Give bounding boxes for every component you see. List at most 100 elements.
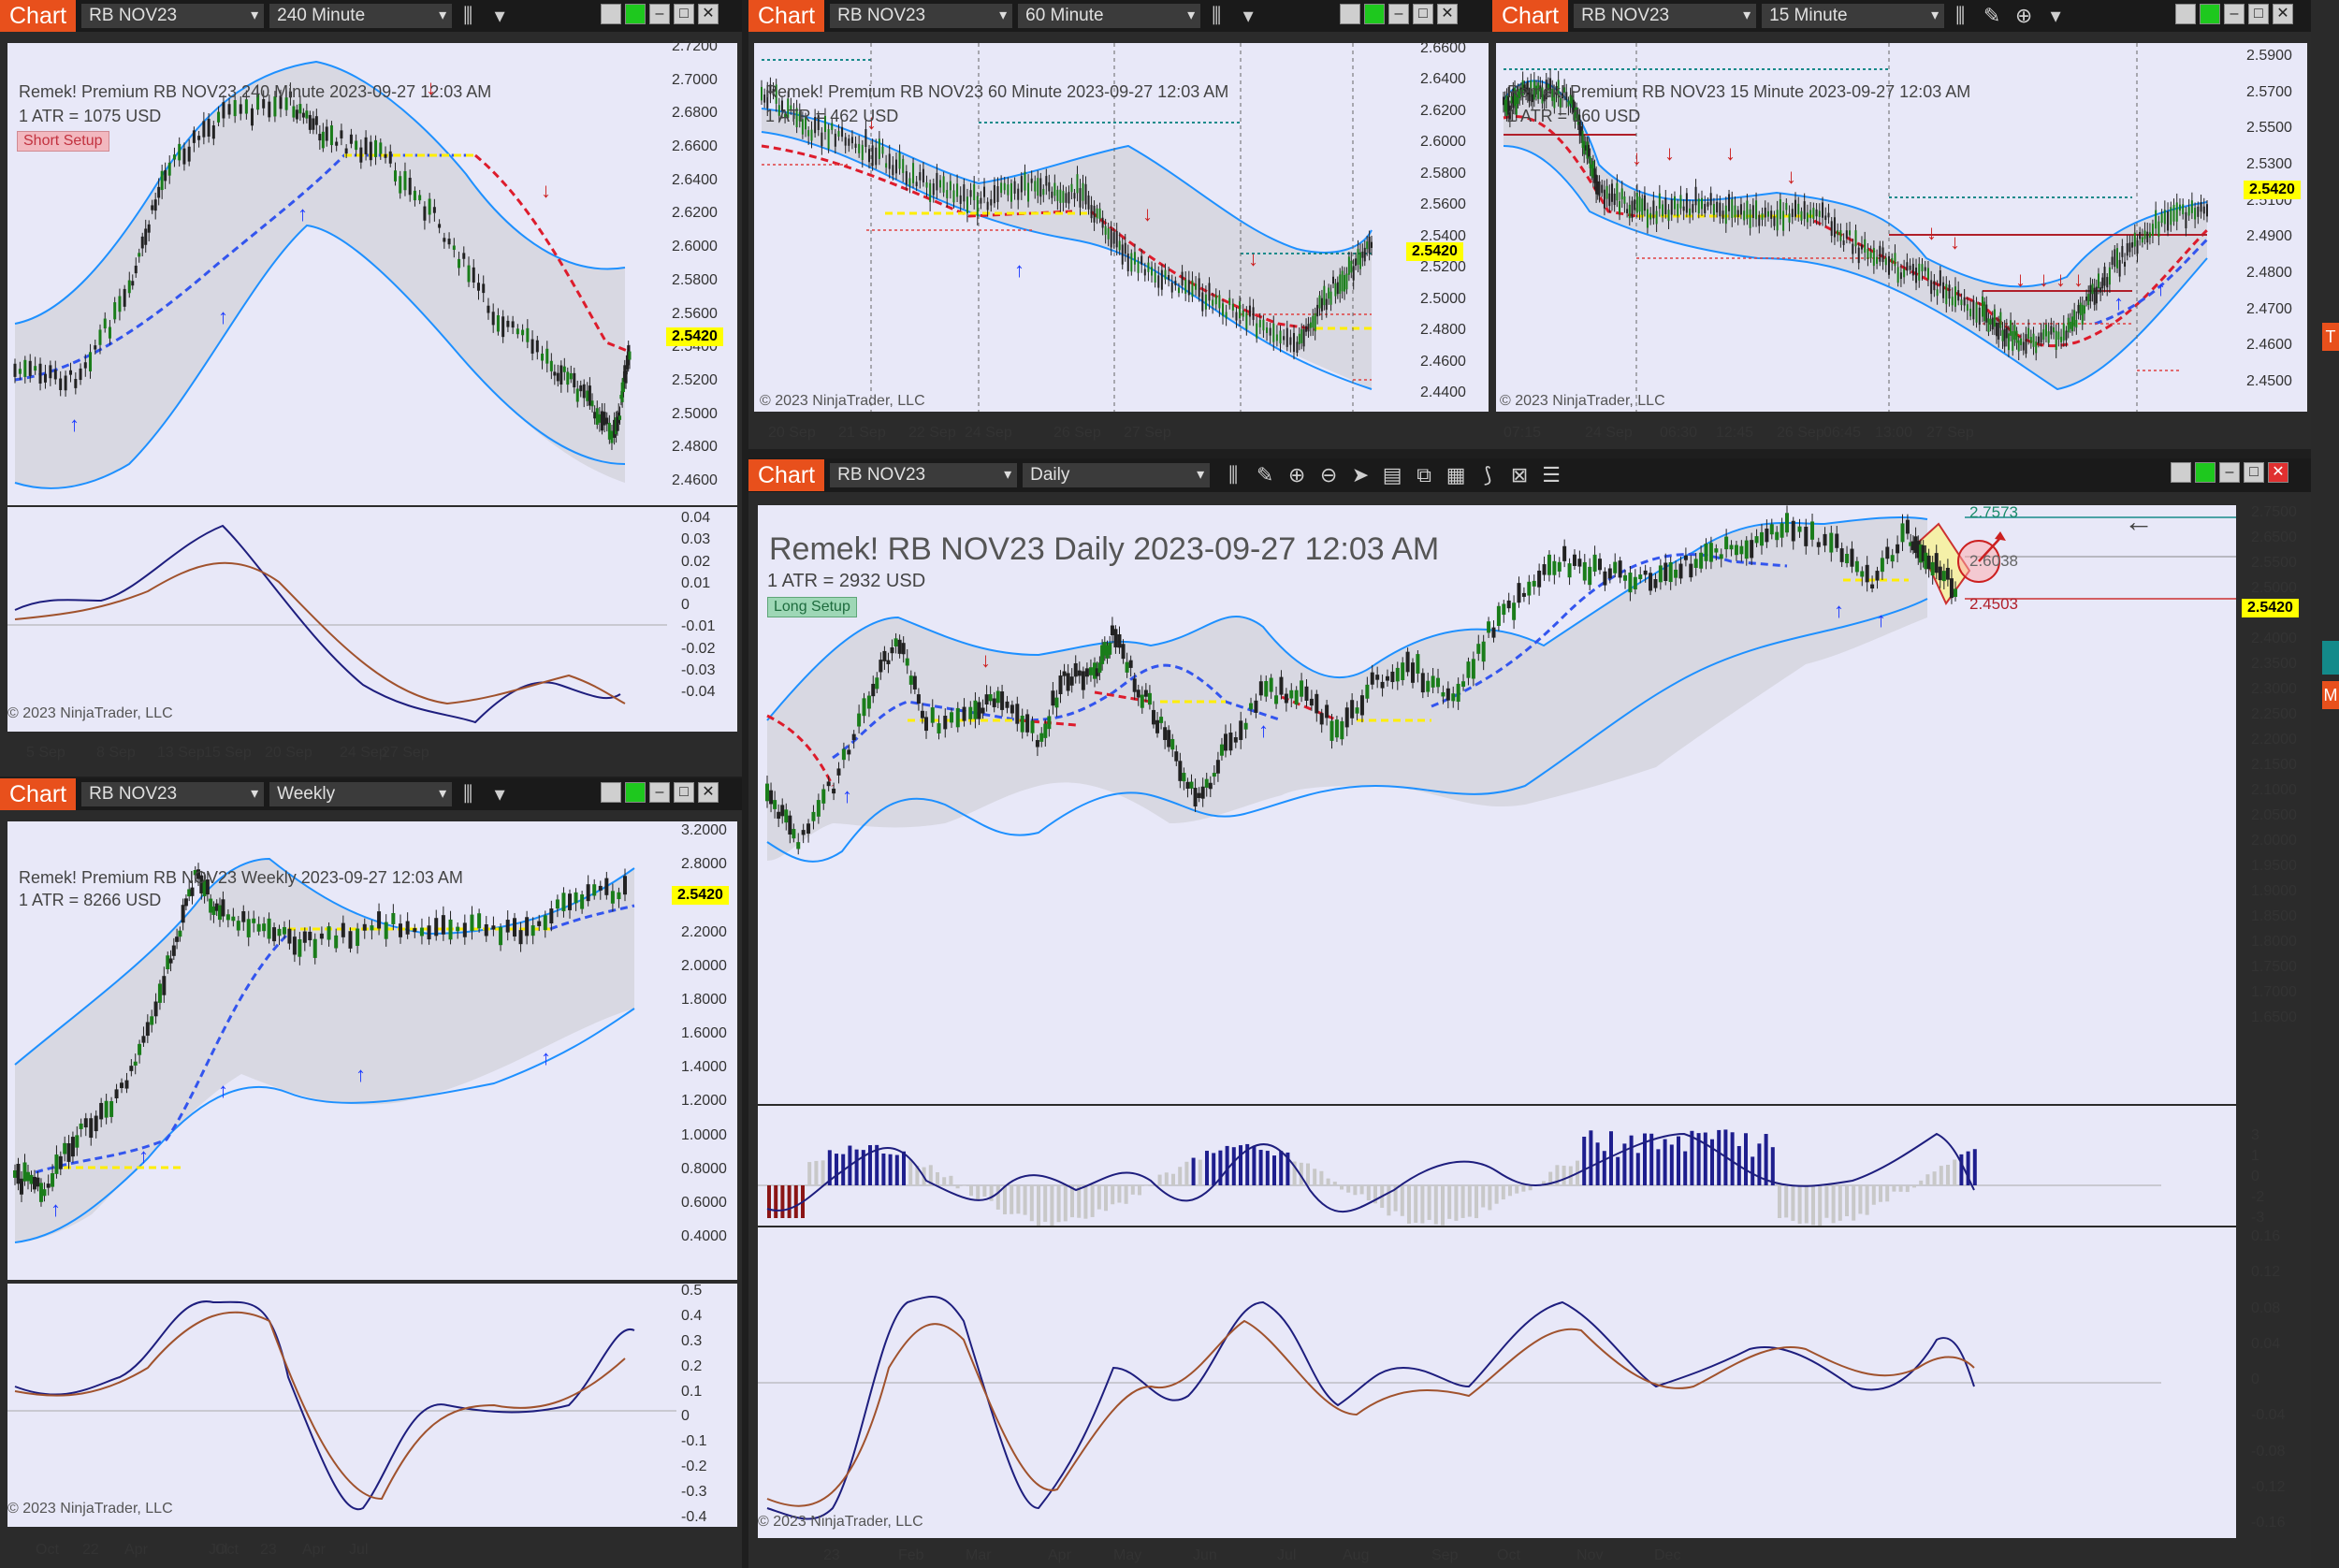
interval-selector[interactable]: Daily ▾ xyxy=(1023,463,1211,487)
toolbar-overflow-icon[interactable]: ▾ xyxy=(494,782,505,806)
link-green-icon[interactable] xyxy=(2200,4,2220,24)
histogram-bar xyxy=(1245,1143,1250,1185)
histogram-axis[interactable]: 3 1 0 -2 -3 xyxy=(2245,1106,2311,1226)
price-pane[interactable]: ↑ ↑ ↑ ↑ ↑ Remek! Premium RB NOV23 Weekly… xyxy=(7,821,737,1280)
instrument-selector[interactable]: RB NOV23 ▾ xyxy=(81,782,265,806)
chart-menu-button[interactable]: Chart xyxy=(748,0,825,32)
price-axis[interactable]: 2.7200 2.7000 2.6800 2.6600 2.6400 2.6200 2.60… xyxy=(666,38,741,505)
maximize-icon[interactable]: □ xyxy=(674,782,694,803)
minimize-icon[interactable]: – xyxy=(2224,4,2245,24)
pointer-icon[interactable]: ➤ xyxy=(1351,463,1370,486)
toolbar-overflow-icon[interactable]: ▾ xyxy=(494,4,505,27)
zoom-in-icon[interactable]: ⊕ xyxy=(2014,4,2033,27)
oscillator-pane[interactable]: © 2023 NinjaTrader, LLC xyxy=(7,507,737,732)
time-axis[interactable]: 23 Feb Mar Apr May Jun Jul Aug Sep Oct Nov Dec xyxy=(758,1544,2236,1568)
candle-body xyxy=(930,707,935,723)
draw-tool-icon[interactable]: ✎ xyxy=(1256,463,1274,486)
time-axis[interactable]: 07:15 24 Sep 06:30 12:45 26 Sep 06:45 13:00 27 … xyxy=(1496,421,2245,447)
toolbar-overflow-icon[interactable]: ▾ xyxy=(2050,4,2061,27)
price-axis[interactable]: 2.5900 2.5700 2.5500 2.5300 2.5100 2.4900 2.48… xyxy=(2241,43,2311,412)
maximize-icon[interactable]: □ xyxy=(2244,462,2264,483)
draw-tool-icon[interactable]: ✎ xyxy=(1983,4,2001,27)
toolbar-overflow-icon[interactable]: ▾ xyxy=(1242,4,1254,27)
price-pane[interactable]: ↑ ↑ ↑ ↓ ↓ Remek! Premium RB NOV23 240 Mi… xyxy=(7,43,737,505)
candle-body xyxy=(1231,303,1234,311)
price-axis[interactable]: 2.6600 2.6400 2.6200 2.6000 2.5800 2.5600 2.54… xyxy=(1415,40,1489,412)
link-gray-icon[interactable] xyxy=(601,4,621,24)
candle-body xyxy=(2075,320,2078,328)
chart-menu-button[interactable]: Chart xyxy=(1492,0,1569,32)
candle-body xyxy=(2124,261,2127,267)
maximize-icon[interactable]: □ xyxy=(674,4,694,24)
oscillator-axis[interactable]: 0.16 0.12 0.08 0.04 0 -0.04 -0.08 -0.12 -0.16 xyxy=(2245,1227,2311,1538)
chart-trader-icon[interactable]: ⟆ xyxy=(1483,463,1492,486)
price-axis[interactable]: 2.75002.65002.55002.50002.45002.40002.35… xyxy=(2245,504,2311,1104)
properties-list-icon[interactable]: ☰ xyxy=(1542,463,1561,486)
right-edge-tab-m[interactable]: M xyxy=(2322,681,2339,709)
link-gray-icon[interactable] xyxy=(1340,4,1360,24)
instrument-selector[interactable]: RB NOV23 ▾ xyxy=(1574,4,1757,28)
templates-icon[interactable]: ⊠ xyxy=(1510,463,1529,486)
close-icon[interactable]: ✕ xyxy=(698,782,719,803)
candle-body xyxy=(1245,312,1248,329)
strategies-icon[interactable]: ▦ xyxy=(1446,463,1466,486)
chart-menu-button[interactable]: Chart xyxy=(0,778,77,810)
data-box-icon[interactable]: ▤ xyxy=(1382,463,1402,486)
candle-body xyxy=(1918,263,1921,281)
chart-menu-button[interactable]: Chart xyxy=(748,459,825,491)
link-green-icon[interactable] xyxy=(2195,462,2216,483)
histogram-pane[interactable] xyxy=(758,1106,2236,1226)
minimize-icon[interactable]: – xyxy=(649,4,670,24)
oscillator-axis[interactable]: 0.5 0.4 0.3 0.2 0.1 0 -0.1 -0.2 -0.3 -0.4 xyxy=(676,1283,741,1527)
candle-body xyxy=(384,922,388,939)
link-green-icon[interactable] xyxy=(625,4,646,24)
close-icon[interactable]: ✕ xyxy=(2268,462,2288,483)
time-axis[interactable]: 20 Sep 21 Sep 22 Sep 24 Sep 26 Sep 27 Sep xyxy=(754,421,1423,447)
link-green-icon[interactable] xyxy=(625,782,646,803)
instrument-selector[interactable]: RB NOV23 ▾ xyxy=(81,4,265,28)
bar-style-icon[interactable]: ⫼ xyxy=(463,782,473,806)
axis-tick-label: 1.8000 xyxy=(681,991,727,1008)
bar-style-icon[interactable]: ⫼ xyxy=(1228,463,1239,486)
copyright-text: © 2023 NinjaTrader, LLC xyxy=(7,705,173,721)
zoom-in-icon[interactable]: ⊕ xyxy=(1287,463,1306,486)
time-axis[interactable]: Oct 22 Apr Jul Oct 23 Apr Jul xyxy=(7,1538,672,1566)
link-green-icon[interactable] xyxy=(1364,4,1385,24)
oscillator-pane[interactable]: © 2023 NinjaTrader, LLC xyxy=(7,1284,737,1527)
zoom-out-icon[interactable]: ⊖ xyxy=(1319,463,1338,486)
close-icon[interactable]: ✕ xyxy=(698,4,719,24)
instrument-selector[interactable]: RB NOV23 ▾ xyxy=(830,463,1018,487)
close-icon[interactable]: ✕ xyxy=(2273,4,2293,24)
chart-menu-button[interactable]: Chart xyxy=(0,0,77,32)
close-icon[interactable]: ✕ xyxy=(1437,4,1458,24)
price-pane[interactable]: ↓ ↓ ↓ ↓ ↓ ↓ ↓ ↓ ↓ ↓ ↑ ↑ Remek! Premium R… xyxy=(1496,43,2307,412)
price-pane[interactable]: ↑ ↑ ↑ ↑ ↓ ← Remek! RB NOV23 Daily 2023-0… xyxy=(758,503,2236,1104)
interval-selector[interactable]: 60 Minute ▾ xyxy=(1018,4,1201,28)
indicators-icon[interactable]: ⧉ xyxy=(1416,463,1431,486)
minimize-icon[interactable]: – xyxy=(2219,462,2240,483)
price-axis[interactable]: 3.20002.80002.40002.20002.00001.80001.60… xyxy=(676,821,741,1280)
interval-selector[interactable]: 240 Minute ▾ xyxy=(269,4,453,28)
price-pane[interactable]: ↑ ↓ ↓ ↓ Remek! Premium RB NOV23 60 Minut… xyxy=(754,43,1489,412)
bar-style-icon[interactable]: ⫼ xyxy=(1212,4,1222,27)
maximize-icon[interactable]: □ xyxy=(2248,4,2269,24)
link-gray-icon[interactable] xyxy=(601,782,621,803)
interval-selector[interactable]: Weekly ▾ xyxy=(269,782,453,806)
minimize-icon[interactable]: – xyxy=(649,782,670,803)
candle-body xyxy=(826,781,831,787)
interval-selector[interactable]: 15 Minute ▾ xyxy=(1762,4,1945,28)
candle-body xyxy=(798,111,801,122)
maximize-icon[interactable]: □ xyxy=(1413,4,1433,24)
minimize-icon[interactable]: – xyxy=(1388,4,1409,24)
bar-style-icon[interactable]: ⫼ xyxy=(463,4,473,27)
link-gray-icon[interactable] xyxy=(2171,462,2191,483)
right-edge-tab-t[interactable]: T xyxy=(2322,323,2339,351)
instrument-selector[interactable]: RB NOV23 ▾ xyxy=(830,4,1013,28)
oscillator-pane[interactable]: © 2023 NinjaTrader, LLC xyxy=(758,1227,2236,1538)
lower-band-line xyxy=(766,598,1928,863)
link-gray-icon[interactable] xyxy=(2175,4,2196,24)
candle-body xyxy=(1316,304,1319,317)
time-axis[interactable]: 5 Sep 8 Sep 13 Sep 15 Sep 20 Sep 24 Sep 27 Sep xyxy=(7,741,672,769)
oscillator-axis[interactable]: 0.04 0.03 0.02 0.01 0 -0.01 -0.02 -0.03 -0.04 xyxy=(676,507,741,732)
bar-style-icon[interactable]: ⫼ xyxy=(1955,4,1966,27)
